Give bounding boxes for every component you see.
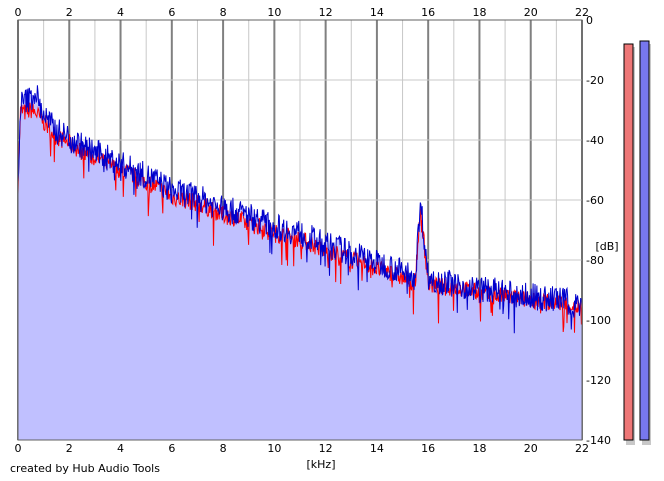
- x-tick-label-top: 10: [267, 6, 281, 19]
- y-tick-label: -60: [586, 194, 604, 207]
- x-tick-label-top: 4: [117, 6, 124, 19]
- x-tick-label-top: 22: [575, 6, 589, 19]
- spectrum-fill: [18, 85, 582, 441]
- y-tick-label: -120: [586, 374, 611, 387]
- series-line-1: [17, 102, 583, 333]
- plot-frame: [17, 19, 583, 441]
- y-tick-label: -140: [586, 434, 611, 447]
- level-meter-bar: [639, 40, 650, 441]
- x-tick-label-bottom: 10: [267, 442, 281, 455]
- x-tick-label-bottom: 16: [421, 442, 435, 455]
- x-tick-label-bottom: 6: [168, 442, 175, 455]
- x-tick-label-bottom: 14: [370, 442, 384, 455]
- y-axis-label: [dB]: [595, 240, 618, 253]
- x-tick-label-bottom: 12: [319, 442, 333, 455]
- x-tick-label-bottom: 2: [66, 442, 73, 455]
- y-tick-label: 0: [586, 14, 593, 27]
- x-tick-label-bottom: 18: [472, 442, 486, 455]
- x-tick-label-top: 20: [524, 6, 538, 19]
- x-tick-label-bottom: 0: [15, 442, 22, 455]
- x-tick-label-bottom: 22: [575, 442, 589, 455]
- x-tick-label-top: 0: [15, 6, 22, 19]
- level-meters: [623, 40, 651, 445]
- series-line-2: [17, 85, 583, 334]
- x-axis-label: [kHz]: [307, 458, 336, 471]
- level-meter-bar: [623, 43, 634, 441]
- y-tick-label: -20: [586, 74, 604, 87]
- x-tick-label-top: 18: [472, 6, 486, 19]
- x-tick-label-top: 6: [168, 6, 175, 19]
- x-tick-label-top: 16: [421, 6, 435, 19]
- y-tick-label: -40: [586, 134, 604, 147]
- x-tick-label-top: 2: [66, 6, 73, 19]
- x-tick-label-bottom: 4: [117, 442, 124, 455]
- y-tick-label: -100: [586, 314, 611, 327]
- x-tick-label-top: 14: [370, 6, 384, 19]
- x-tick-label-bottom: 20: [524, 442, 538, 455]
- series-layer: [17, 85, 583, 334]
- credit-text: created by Hub Audio Tools: [10, 462, 160, 475]
- x-tick-label-bottom: 8: [220, 442, 227, 455]
- y-tick-label: -80: [586, 254, 604, 267]
- tick-labels: 002244668810101212141416161818202022220-…: [15, 6, 611, 455]
- x-tick-label-top: 12: [319, 6, 333, 19]
- x-tick-label-top: 8: [220, 6, 227, 19]
